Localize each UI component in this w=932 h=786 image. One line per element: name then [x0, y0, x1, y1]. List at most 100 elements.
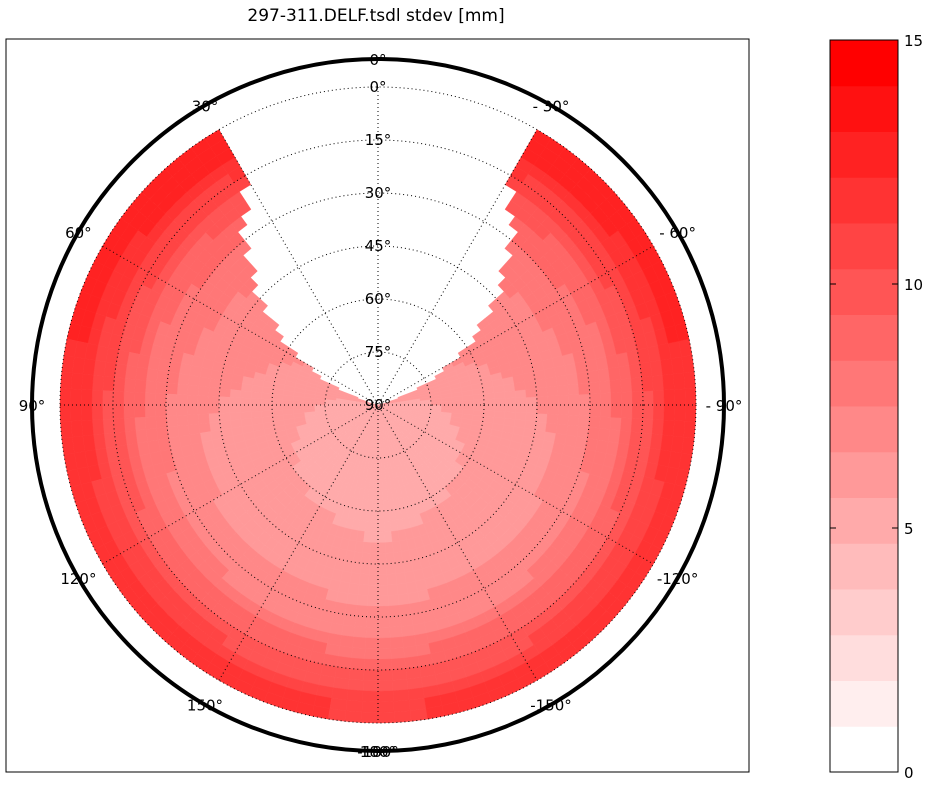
heatmap-cell [420, 404, 432, 408]
heatmap-cell [197, 385, 210, 397]
heatmap-cell [123, 417, 136, 432]
heatmap-cell [546, 413, 559, 425]
radial-tick-label: 60° [365, 290, 392, 308]
heatmap-cell [59, 388, 72, 406]
colorbar-segment [830, 497, 898, 544]
azimuth-tick-label: -120° [657, 570, 699, 588]
heatmap-cell [494, 404, 506, 412]
heatmap-cell [351, 647, 366, 660]
heatmap-cell [377, 510, 385, 522]
heatmap-cell [188, 374, 201, 387]
heatmap-cell [102, 418, 115, 435]
heatmap-cell [80, 404, 93, 421]
heatmap-cell [600, 392, 612, 406]
heatmap-cell [219, 379, 232, 390]
radial-tick-label: 90° [365, 396, 392, 414]
heatmap-cell [377, 690, 394, 703]
heatmap-cell [176, 394, 188, 406]
heatmap-cell [588, 381, 601, 395]
heatmap-cell [347, 582, 360, 595]
heatmap-cell [144, 416, 157, 430]
heatmap-cell [358, 573, 370, 586]
heatmap-cell [156, 369, 169, 384]
heatmap-cell [684, 388, 697, 406]
colorbar-segment [830, 314, 898, 361]
heatmap-cell [391, 668, 408, 681]
radial-tick-label: 45° [365, 237, 392, 255]
heatmap-cell [409, 404, 421, 408]
heatmap-cell [398, 603, 412, 617]
heatmap-cell [333, 676, 350, 690]
heatmap-cell [536, 404, 548, 415]
heatmap-cell [515, 397, 527, 406]
chart-title: 297-311.DELF.tsdl stdev [mm] [247, 6, 505, 26]
heatmap-cell [230, 381, 243, 391]
heatmap-cell [683, 420, 696, 439]
heatmap-cell [472, 409, 485, 417]
heatmap-cell [651, 419, 665, 436]
heatmap-cell [547, 395, 559, 406]
heatmap-cell [208, 395, 220, 406]
heatmap-cell [649, 433, 663, 450]
heatmap-cell [391, 657, 406, 670]
heatmap-cell [156, 426, 169, 441]
heatmap-cell [365, 510, 373, 522]
heatmap-cell [377, 595, 389, 607]
heatmap-cell [198, 376, 211, 388]
heatmap-cell [370, 531, 379, 544]
heatmap-cell [145, 368, 159, 382]
heatmap-cell [239, 404, 252, 413]
heatmap-cell [483, 404, 495, 412]
radial-tick-label: 30° [365, 184, 392, 202]
heatmap-cell [189, 365, 202, 378]
heatmap-cell [504, 411, 516, 420]
outer-ring [30, 57, 726, 753]
heatmap-cell [337, 645, 353, 659]
heatmap-cell [401, 624, 415, 638]
heatmap-cell [366, 605, 379, 618]
heatmap-cell [567, 414, 580, 427]
heatmap-cell [93, 360, 107, 377]
heatmap-cell [144, 392, 156, 406]
heatmap-cell [653, 404, 665, 421]
heatmap-cell [250, 404, 262, 412]
heatmap-cell [483, 410, 495, 418]
heatmap-cell [406, 676, 423, 690]
heatmap-cell [599, 416, 612, 430]
heatmap-cell [363, 658, 379, 671]
heatmap-cell [641, 418, 654, 435]
grid-circle [165, 192, 591, 618]
heatmap-cell [218, 396, 231, 406]
heatmap-cell [188, 423, 201, 436]
heatmap-cell [328, 708, 347, 722]
azimuth-tick-label: 0° [369, 51, 386, 69]
heatmap-cell [578, 415, 590, 428]
heatmap-cell [370, 542, 379, 554]
heatmap-cell [554, 432, 567, 445]
radial-tick-label: 0° [369, 78, 386, 96]
heatmap-cell [229, 411, 242, 421]
heatmap-cell [349, 572, 361, 585]
heatmap-cell [555, 423, 568, 436]
heatmap-cell [377, 563, 388, 575]
heatmap-cell [145, 428, 159, 442]
heatmap-cell [377, 500, 384, 512]
heatmap-cell [392, 689, 410, 702]
heatmap-cell [356, 530, 365, 543]
heatmap-cell [642, 390, 654, 406]
grid-circle [324, 351, 432, 459]
heatmap-cell [372, 500, 379, 512]
heatmap-cell [589, 393, 601, 406]
heatmap-cell [70, 420, 84, 438]
heatmap-cell [620, 417, 633, 432]
heatmap-cell [112, 404, 125, 420]
heatmap-cell [364, 520, 373, 533]
heatmap-cell [187, 414, 200, 426]
heatmap-cell [663, 389, 676, 406]
azimuth-tick-label: - 30° [533, 97, 570, 115]
heatmap-cell [597, 368, 611, 382]
heatmap-cell [282, 394, 294, 401]
heatmap-cell [293, 395, 305, 402]
colorbar-segment [830, 543, 898, 590]
heatmap-cell [566, 424, 579, 437]
